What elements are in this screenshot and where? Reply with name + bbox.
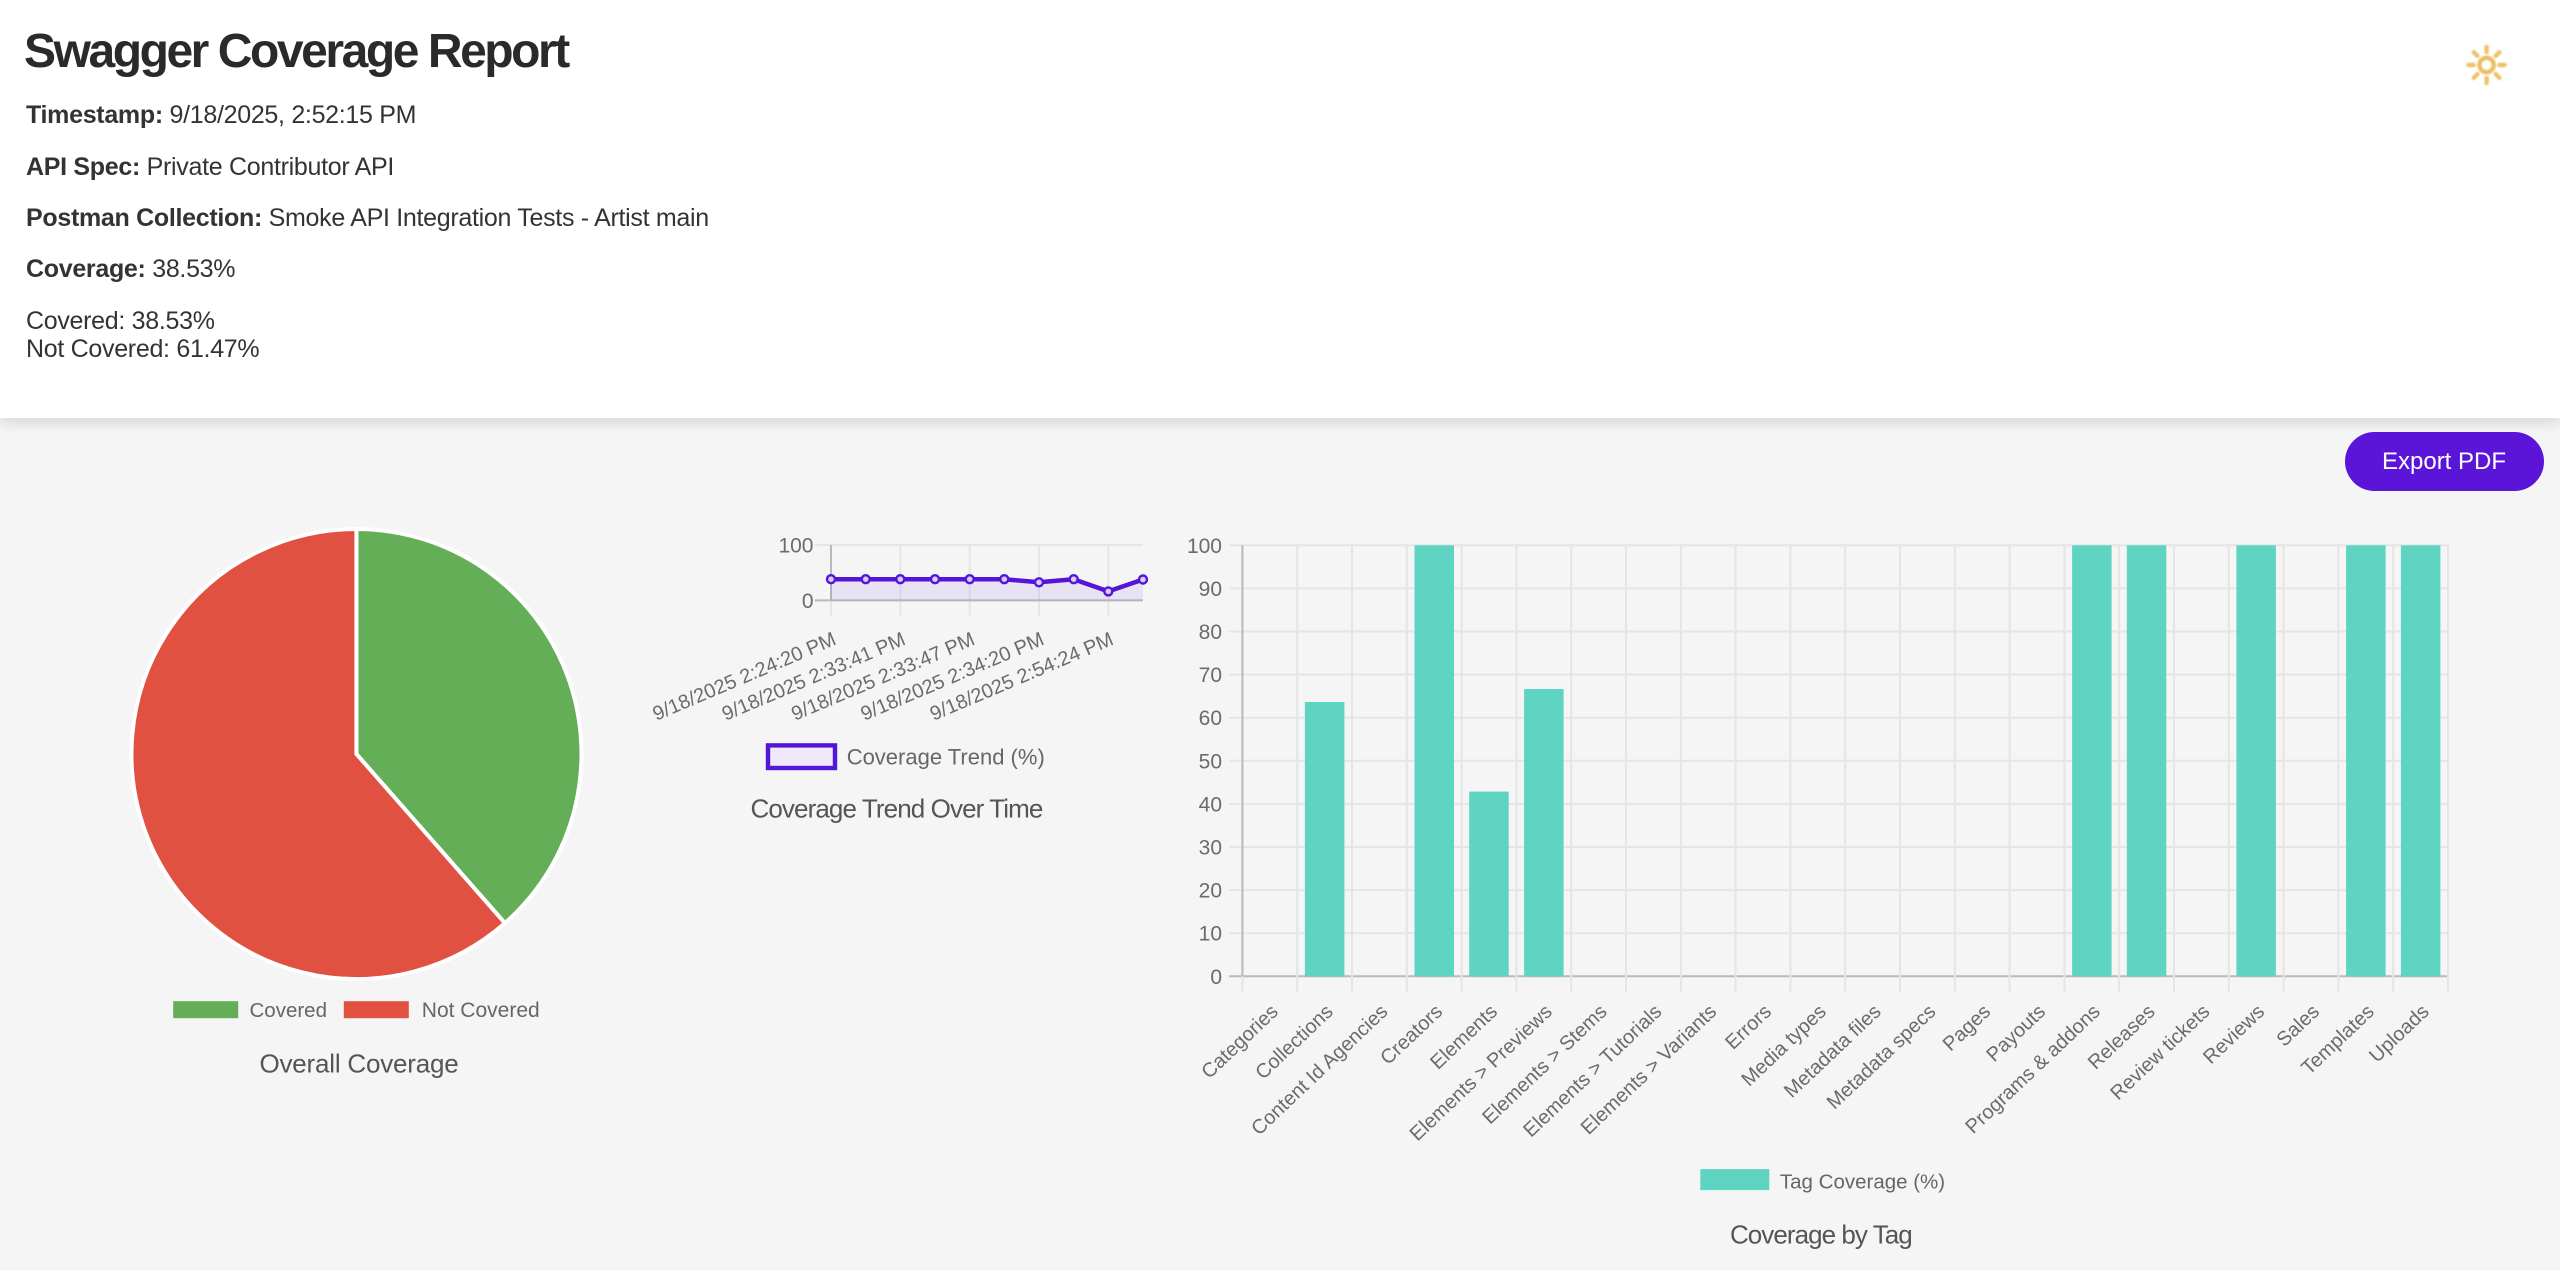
svg-text:Uploads: Uploads — [2365, 1001, 2433, 1067]
svg-text:Reviews: Reviews — [2199, 1001, 2269, 1069]
svg-text:Covered: Covered — [250, 999, 328, 1022]
svg-text:80: 80 — [1199, 621, 1222, 644]
svg-text:90: 90 — [1199, 578, 1222, 601]
svg-text:0: 0 — [1210, 966, 1222, 989]
svg-text:100: 100 — [778, 535, 813, 558]
svg-text:0: 0 — [802, 590, 814, 613]
svg-text:Sales: Sales — [2273, 1001, 2324, 1051]
svg-text:50: 50 — [1199, 750, 1222, 773]
svg-text:Overall Coverage: Overall Coverage — [259, 1049, 458, 1079]
svg-text:Not Covered: Not Covered — [422, 999, 540, 1022]
svg-text:10: 10 — [1199, 923, 1222, 946]
svg-text:Coverage Trend (%): Coverage Trend (%) — [847, 745, 1045, 770]
svg-text:Tag Coverage (%): Tag Coverage (%) — [1780, 1171, 1945, 1194]
svg-text:40: 40 — [1199, 793, 1222, 816]
svg-text:30: 30 — [1199, 837, 1222, 860]
svg-text:Coverage by Tag: Coverage by Tag — [1730, 1220, 1912, 1250]
svg-text:Coverage Trend Over Time: Coverage Trend Over Time — [751, 793, 1043, 823]
svg-text:60: 60 — [1199, 707, 1222, 730]
svg-text:70: 70 — [1199, 664, 1222, 687]
svg-text:20: 20 — [1199, 880, 1222, 903]
svg-text:100: 100 — [1187, 535, 1222, 558]
